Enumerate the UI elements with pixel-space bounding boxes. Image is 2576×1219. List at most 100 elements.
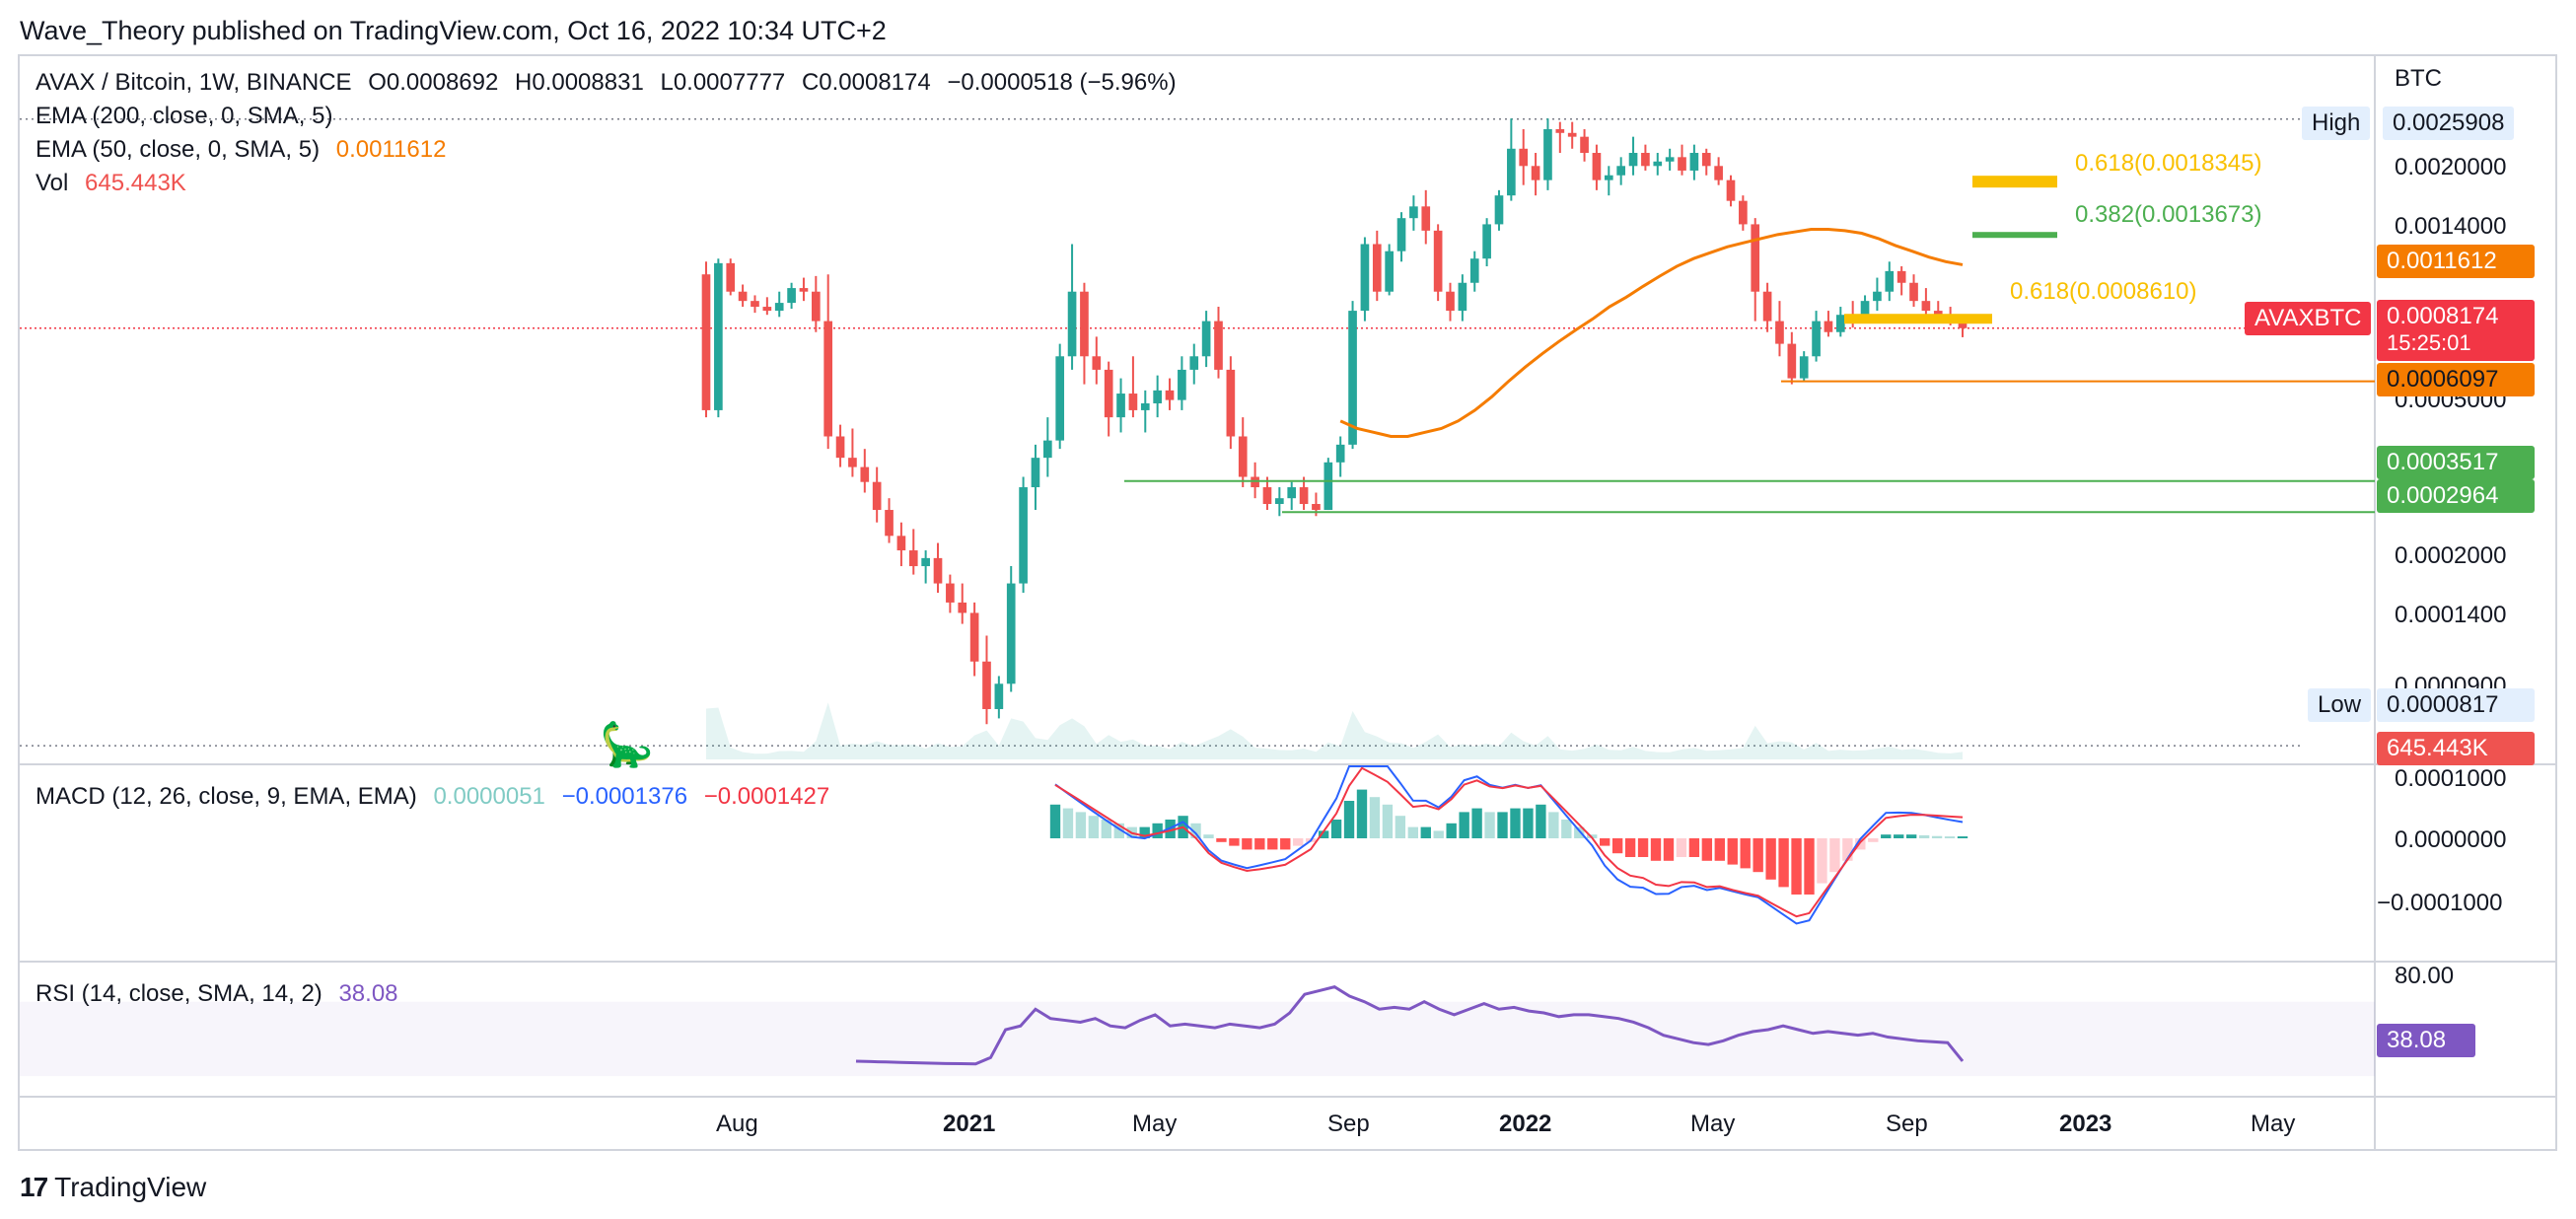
candle-body <box>1580 136 1589 154</box>
candle-body <box>1433 230 1443 292</box>
candle-body <box>1628 153 1638 167</box>
macd-histogram-bar <box>1817 838 1827 884</box>
candle-body <box>1396 218 1406 251</box>
macd-histogram-bar <box>1611 838 1623 854</box>
candle-body <box>1189 356 1199 370</box>
candle-body <box>1531 166 1540 180</box>
candle-body <box>1519 148 1529 167</box>
macd-histogram-bar <box>1637 838 1649 857</box>
macd-histogram-bar <box>1905 834 1917 838</box>
macd-histogram-bar <box>1267 838 1278 850</box>
macd-histogram-bar <box>1881 834 1892 838</box>
candle-body <box>1128 394 1138 410</box>
low-label-tag: Low <box>2308 688 2372 722</box>
macd-histogram-bar <box>1497 812 1508 838</box>
candle-body <box>1678 157 1686 171</box>
macd-histogram-bar <box>1536 804 1546 838</box>
time-axis-label: May <box>2251 1111 2296 1137</box>
volume-tag: 645.443K <box>2377 732 2535 765</box>
fib-label-upper-618: 0.618(0.0018345) <box>2075 150 2262 177</box>
rsi-tick: 80.00 <box>2395 963 2455 989</box>
macd-histogram-bar <box>1624 838 1636 857</box>
macd-tick: −0.0001000 <box>2377 890 2503 916</box>
macd-signal-value: −0.0001427 <box>703 783 830 810</box>
footer-brand[interactable]: 17 TradingView <box>20 1172 206 1203</box>
time-axis-label: 2021 <box>943 1111 996 1137</box>
high-value-tag: 0.0025908 <box>2383 107 2515 140</box>
candle-body <box>1726 179 1736 201</box>
candle-body <box>1165 390 1175 400</box>
rsi-band <box>20 1001 2375 1077</box>
candle-body <box>1835 315 1845 332</box>
candle-body <box>714 262 723 410</box>
candle-body <box>1140 402 1150 410</box>
macd-histogram-bar <box>1203 834 1214 838</box>
macd-histogram-bar <box>1293 838 1304 846</box>
vol-label: Vol <box>36 170 69 196</box>
macd-histogram-bar <box>1242 838 1252 850</box>
candle-body <box>1031 458 1040 488</box>
candle-body <box>921 557 930 567</box>
candle-body <box>1312 504 1321 511</box>
candle-body <box>1507 148 1516 196</box>
legend-ema200[interactable]: EMA (200, close, 0, SMA, 5) <box>36 103 332 130</box>
macd-histogram-bar <box>1229 838 1240 846</box>
candle-body <box>908 550 918 567</box>
dinosaur-icon: 🦕 <box>600 720 654 770</box>
candle-body <box>1104 369 1113 418</box>
candle-body <box>1653 161 1663 167</box>
chart-frame[interactable] <box>18 54 2557 1151</box>
macd-histogram-bar <box>1727 838 1738 865</box>
candle-body <box>1860 301 1870 320</box>
candle-body <box>762 307 772 312</box>
candle-body <box>823 321 833 437</box>
candle-body <box>1604 175 1613 180</box>
macd-histogram-bar <box>1523 808 1534 838</box>
legend-volume[interactable]: Vol 645.443K <box>36 170 186 197</box>
macd-histogram-bar <box>1918 834 1930 838</box>
time-axis-label: May <box>1690 1111 1736 1137</box>
time-axis-label: 2022 <box>1499 1111 1552 1137</box>
candle-body <box>1787 343 1797 379</box>
candle-body <box>1824 321 1833 332</box>
high-label-tag: High <box>2302 107 2371 140</box>
bar-countdown: 15:25:01 <box>2387 330 2471 355</box>
macd-histogram-bar <box>1778 838 1789 888</box>
candle-body <box>726 262 736 292</box>
fib-label-upper-382: 0.382(0.0013673) <box>2075 201 2262 228</box>
macd-histogram-bar <box>1701 838 1713 861</box>
macd-histogram-bar <box>1471 808 1482 838</box>
candle-body <box>1896 270 1906 283</box>
macd-histogram-bar <box>1753 838 1763 873</box>
macd-histogram-bar <box>1343 801 1355 838</box>
ema50-line <box>1339 228 1964 438</box>
macd-histogram-bar <box>1075 812 1087 838</box>
price-tick: 0.0000900 <box>2395 673 2507 690</box>
candle-body <box>1641 153 1650 167</box>
candle-body <box>848 458 857 467</box>
candle-body <box>1006 583 1016 684</box>
legend-rsi[interactable]: RSI (14, close, SMA, 14, 2) 38.08 <box>36 980 398 1008</box>
candle-body <box>1348 311 1357 445</box>
candle-body <box>1616 166 1625 176</box>
fib-label-lower-618: 0.618(0.0008610) <box>2010 278 2197 305</box>
candle-body <box>1494 195 1504 225</box>
low-value-tag: 0.0000817 <box>2377 688 2535 722</box>
fib-marker-lower-618 <box>1844 314 1992 324</box>
time-axis-label: May <box>1132 1111 1178 1137</box>
footer-brand-text: TradingView <box>54 1172 207 1202</box>
time-axis-label: Sep <box>1327 1111 1370 1137</box>
macd-histogram-bar <box>1407 826 1418 838</box>
candle-body <box>1751 224 1760 292</box>
rsi-value: 38.08 <box>338 980 398 1007</box>
macd-histogram-bar <box>1510 808 1521 838</box>
price-tick: 0.0014000 <box>2395 213 2507 240</box>
candle-body <box>1385 251 1394 292</box>
legend-ema50[interactable]: EMA (50, close, 0, SMA, 5) 0.0011612 <box>36 136 446 164</box>
candle-body <box>1116 394 1125 418</box>
macd-histogram-bar <box>1957 836 1968 838</box>
candle-body <box>1214 321 1223 370</box>
candle-body <box>1055 356 1065 441</box>
legend-macd[interactable]: MACD (12, 26, close, 9, EMA, EMA) 0.0000… <box>36 783 829 811</box>
